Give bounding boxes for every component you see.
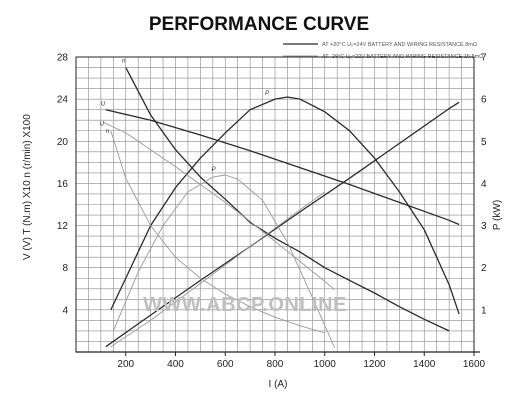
grid: [75, 56, 475, 353]
x-tick-label: 400: [167, 359, 184, 370]
series-U-dark: [105, 109, 460, 226]
y-right-tick-label: 1: [481, 305, 487, 316]
y-right-tick-label: 3: [481, 221, 487, 232]
y-right-tick-label: 6: [481, 95, 487, 106]
series-T-dark: [105, 101, 460, 348]
y-right-tick-label: 5: [481, 137, 487, 148]
y-left-tick-label: 4: [62, 305, 68, 316]
series-label-n-light: n: [106, 129, 110, 135]
left-axis-label: V (V) T (N.m) X10 n (r/min) X100: [22, 114, 33, 260]
legend-label-dark: AT +20°C U₀=24V BATTERY AND WIRING RESIS…: [322, 42, 477, 48]
right-axis-label-text: P (kW): [492, 200, 503, 230]
x-tick-label: 800: [267, 359, 284, 370]
x-axis-label: I (A): [269, 379, 288, 390]
x-tick-label: 1200: [363, 359, 386, 370]
x-tick-label: 200: [117, 359, 134, 370]
series-label-U-light: U: [100, 121, 105, 127]
y-right-tick-label: 4: [481, 179, 487, 190]
series-n-dark: [125, 67, 450, 332]
x-tick-label: 1600: [463, 359, 486, 370]
series-label-n-dark: n: [122, 58, 126, 64]
x-tick-label: 1000: [314, 359, 337, 370]
y-right-tick-label: 7: [481, 53, 487, 64]
y-left-tick-label: 20: [57, 137, 69, 148]
series-U-light: [103, 121, 335, 291]
series-P-light: [112, 174, 336, 348]
series-label-P-light: P: [212, 167, 216, 173]
y-left-tick-label: 8: [62, 263, 68, 274]
y-right-tick-label: 2: [481, 263, 487, 274]
watermark: WWW.ABCP.ONLINE: [143, 294, 347, 316]
axes: 200 400 600 800 1000 1200 1400 1600481216202428…: [57, 53, 487, 371]
series-label-P-dark: P: [265, 91, 269, 97]
chart-title: PERFORMANCE CURVE: [149, 14, 369, 35]
right-axis-label: P (kW): [492, 200, 503, 230]
y-left-tick-label: 16: [57, 179, 69, 190]
y-left-tick-label: 28: [57, 53, 69, 64]
series-P-dark: [110, 96, 460, 315]
y-left-tick-label: 12: [57, 221, 69, 232]
x-tick-label: 600: [217, 359, 234, 370]
series-label-U-dark: U: [101, 101, 106, 107]
x-tick-label: 1400: [413, 359, 436, 370]
series-T-light: [110, 191, 326, 348]
left-axis-label-text: V (V) T (N.m) X10 n (r/min) X100: [22, 114, 33, 260]
series-n-light: [110, 130, 325, 334]
y-left-tick-label: 24: [57, 95, 69, 106]
